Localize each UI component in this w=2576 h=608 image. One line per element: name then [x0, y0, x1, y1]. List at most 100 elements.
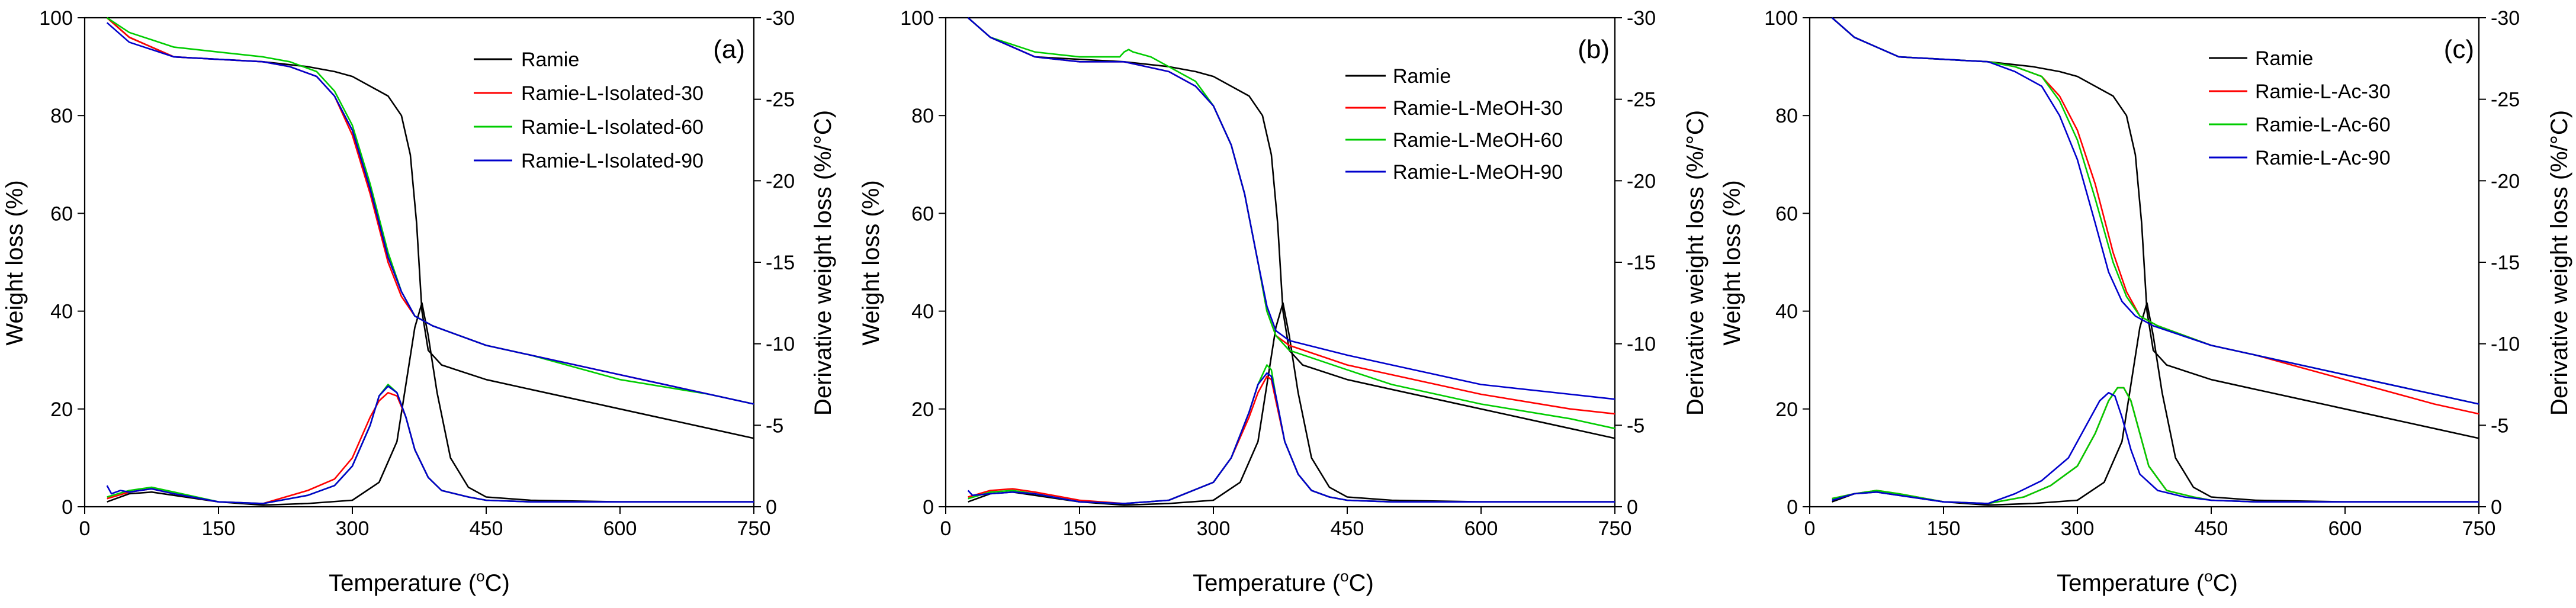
y2-tick-label: -25 [2491, 89, 2520, 111]
y-tick-label: 0 [1787, 496, 1798, 519]
tg-curve-ramie-l-meoh-90 [967, 17, 1615, 400]
x-tick-label: 450 [1331, 517, 1364, 540]
x-axis-title: Temperature (oC) [329, 567, 510, 596]
y2-tick-label: -10 [2491, 333, 2520, 356]
x-tick-label: 150 [202, 517, 236, 540]
panel-c: Weight loss (%) Derivative weight loss (… [1719, 7, 2572, 596]
dtg-curve-ramie [107, 302, 754, 506]
x-tick-label: 300 [1197, 517, 1231, 540]
y2-tick-label: -15 [766, 252, 795, 274]
y-axis-title: Weight loss (%) [1719, 180, 1745, 345]
panel-b: Weight loss (%) Derivative weight loss (… [858, 7, 1708, 596]
y2-tick-label: -30 [2491, 7, 2520, 30]
y-tick-label: 80 [1775, 105, 1798, 127]
y-tick-label: 20 [1775, 398, 1798, 421]
legend-entry: Ramie-L-Isolated-30 [521, 82, 704, 105]
y-tick-label: 40 [50, 301, 73, 323]
tg-curve-ramie [1831, 17, 2479, 439]
x-tick-label: 600 [1464, 517, 1498, 540]
x-tick-label: 300 [2061, 517, 2095, 540]
legend-entry: Ramie-L-MeOH-90 [1393, 161, 1563, 184]
y-tick-label: 100 [1764, 7, 1798, 30]
y-tick-label: 60 [911, 202, 934, 225]
dtg-curve-ramie-l-ac-90 [1832, 391, 2479, 504]
x-tick-label: 750 [2462, 517, 2496, 540]
dtg-curve-ramie [968, 302, 1615, 506]
panel-a: Weight loss (%) Derivative weight loss (… [2, 7, 836, 596]
dtg-curve-ramie-l-ac-60 [1832, 387, 2479, 504]
x-tick-label: 450 [2195, 517, 2228, 540]
y-axis-title: Weight loss (%) [858, 180, 884, 345]
y-tick-label: 20 [911, 398, 934, 421]
y-tick-label: 0 [923, 496, 934, 519]
tg-curve-ramie-l-isolated-90 [106, 22, 754, 405]
x-tick-label: 750 [737, 517, 771, 540]
y-tick-label: 80 [50, 105, 73, 127]
tg-curve-ramie-l-ac-90 [1831, 17, 2479, 405]
y-tick-label: 0 [62, 496, 73, 519]
y-tick-label: 40 [1775, 301, 1798, 323]
legend-entry: Ramie-L-Isolated-90 [521, 150, 704, 172]
y2-tick-label: -5 [2491, 414, 2508, 437]
x-axis-title-main: Temperature ( [1193, 570, 1341, 596]
y-tick-label: 60 [50, 202, 73, 225]
y2-axis-title: Derivative weight loss (%/°C) [2546, 110, 2572, 416]
y2-tick-label: -30 [766, 7, 795, 30]
x-tick-label: 150 [1063, 517, 1097, 540]
y2-tick-label: -20 [766, 170, 795, 192]
legend-entry: Ramie [2255, 47, 2313, 70]
y2-tick-label: 0 [2491, 496, 2502, 519]
y2-tick-label: -5 [766, 414, 783, 437]
legend-entry: Ramie [521, 49, 579, 71]
y2-tick-label: -20 [2491, 170, 2520, 192]
panel-label: (b) [1578, 35, 1610, 64]
x-tick-label: 600 [2328, 517, 2362, 540]
legend-entry: Ramie-L-Ac-90 [2255, 147, 2391, 169]
y2-tick-label: 0 [766, 496, 777, 519]
x-axis-title-degree: o [2204, 567, 2212, 585]
panel-label: (c) [2444, 35, 2474, 64]
x-axis-title-degree: o [1340, 567, 1348, 585]
tg-curve-ramie-l-isolated-60 [106, 17, 754, 405]
x-tick-label: 600 [603, 517, 637, 540]
x-axis-title-main: Temperature ( [329, 570, 477, 596]
y2-tick-label: 0 [1627, 496, 1638, 519]
y2-tick-label: -15 [1627, 252, 1656, 274]
x-axis-title: Temperature (oC) [1193, 567, 1374, 596]
y-tick-label: 20 [50, 398, 73, 421]
y2-tick-label: -25 [766, 89, 795, 111]
y2-tick-label: -25 [1627, 89, 1656, 111]
tg-curve-ramie [967, 17, 1615, 439]
x-tick-label: 0 [940, 517, 952, 540]
legend-entry: Ramie-L-MeOH-30 [1393, 97, 1563, 120]
x-axis-title-unit: C) [1349, 570, 1374, 596]
x-axis-title-unit: C) [485, 570, 510, 596]
x-axis-title-unit: C) [2213, 570, 2238, 596]
x-axis-title-degree: o [476, 567, 484, 585]
x-tick-label: 750 [1598, 517, 1632, 540]
x-tick-label: 0 [1804, 517, 1816, 540]
y-tick-label: 100 [39, 7, 73, 30]
y2-tick-label: -10 [1627, 333, 1656, 356]
legend-entry: Ramie-L-Isolated-60 [521, 116, 704, 139]
x-axis-title: Temperature (oC) [2057, 567, 2238, 596]
y-axis-title: Weight loss (%) [2, 180, 28, 345]
y-tick-label: 40 [911, 301, 934, 323]
y-tick-label: 60 [1775, 202, 1798, 225]
x-tick-label: 150 [1927, 517, 1961, 540]
tg-curve-ramie [106, 17, 754, 439]
y2-tick-label: -30 [1627, 7, 1656, 30]
legend-entry: Ramie [1393, 65, 1451, 88]
legend-entry: Ramie-L-Ac-60 [2255, 114, 2391, 136]
y2-tick-label: -20 [1627, 170, 1656, 192]
legend-entry: Ramie-L-Ac-30 [2255, 81, 2391, 103]
y-tick-label: 100 [900, 7, 934, 30]
x-tick-label: 300 [336, 517, 370, 540]
panel-label: (a) [713, 35, 745, 64]
y-tick-label: 80 [911, 105, 934, 127]
x-tick-label: 0 [79, 517, 91, 540]
x-axis-title-main: Temperature ( [2057, 570, 2205, 596]
